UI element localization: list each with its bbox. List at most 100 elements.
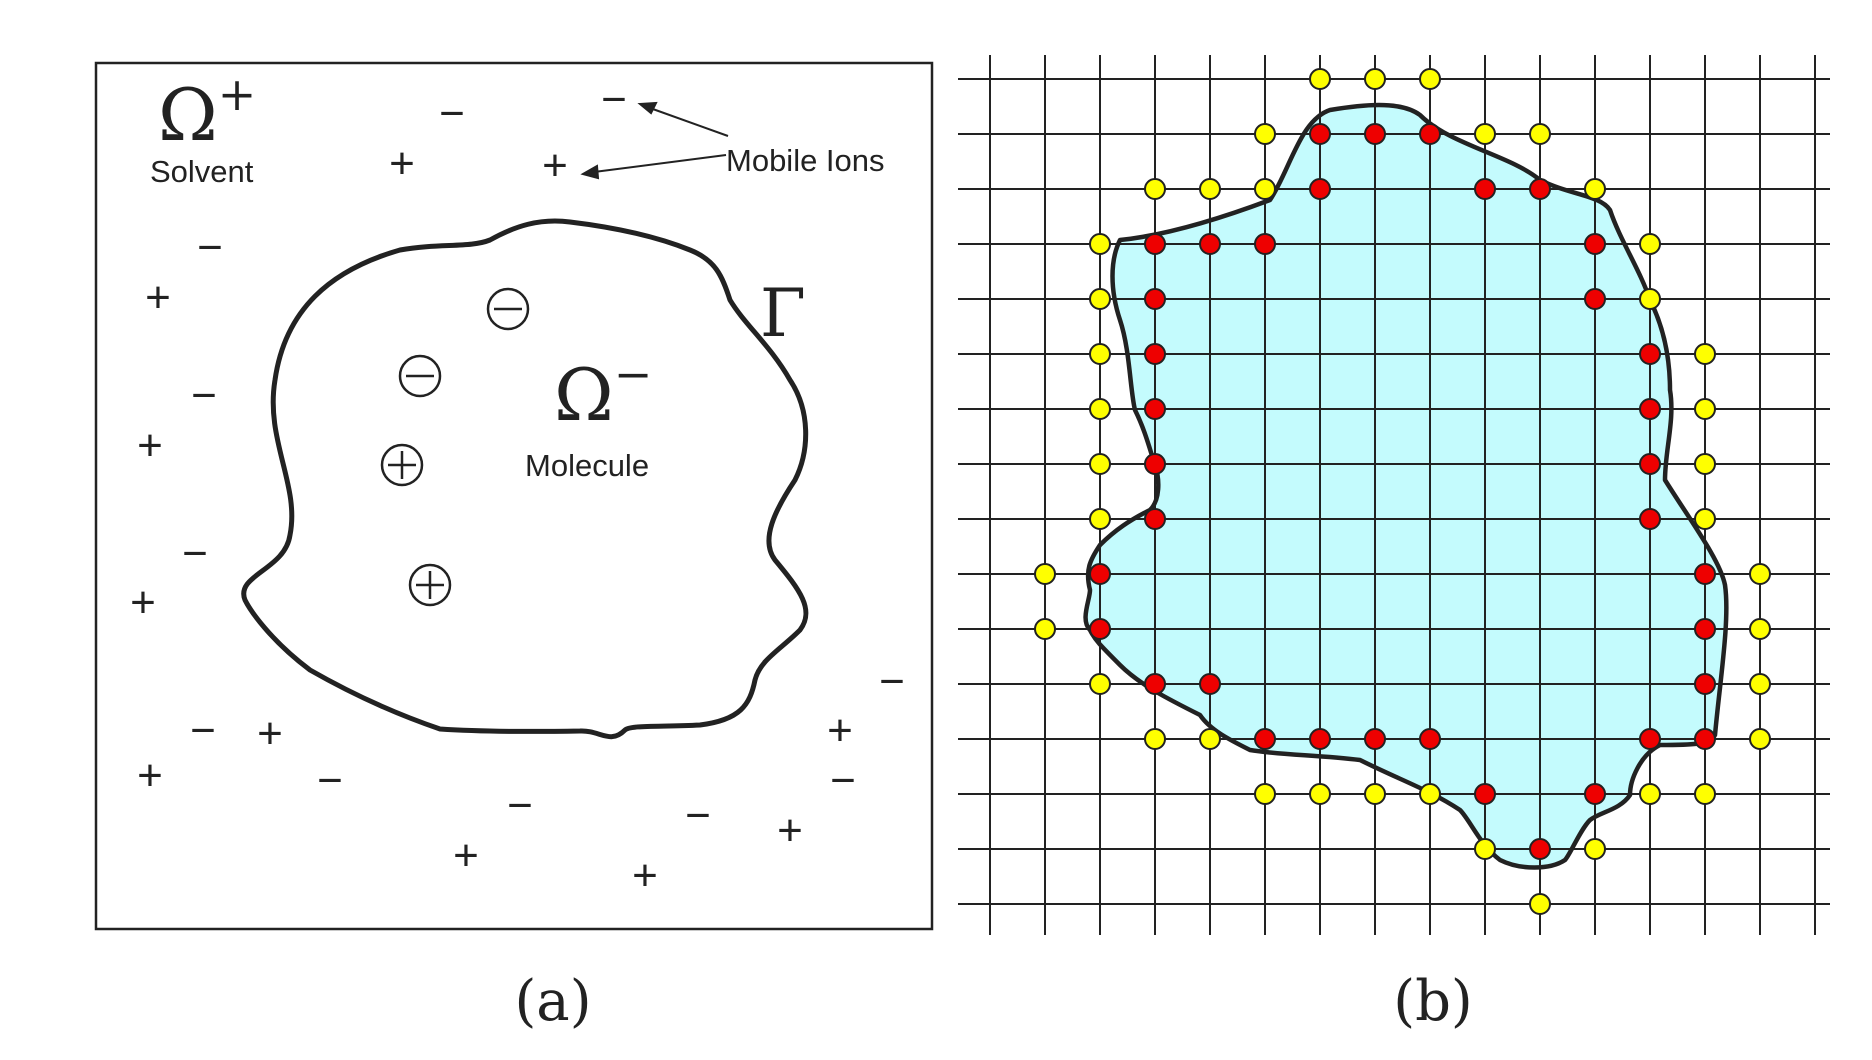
outer-irregular-point: [1474, 838, 1496, 860]
outer-irregular-point: [1419, 68, 1441, 90]
outer-irregular-point: [1529, 123, 1551, 145]
outer-irregular-point: [1089, 398, 1111, 420]
inner-irregular-point: [1144, 508, 1166, 530]
inner-irregular-point: [1309, 728, 1331, 750]
inner-irregular-point: [1089, 563, 1111, 585]
inner-irregular-point: [1639, 508, 1661, 530]
fixed-charge-negative: [486, 287, 530, 331]
outer-irregular-point: [1749, 728, 1771, 750]
inner-irregular-point: [1089, 618, 1111, 640]
outer-irregular-point: [1749, 563, 1771, 585]
solvent-domain-frame: [94, 61, 934, 931]
outer-irregular-points: [1034, 68, 1771, 915]
inner-irregular-point: [1694, 673, 1716, 695]
outer-irregular-point: [1199, 178, 1221, 200]
inner-irregular-point: [1694, 563, 1716, 585]
inner-irregular-point: [1529, 178, 1551, 200]
mobile-ion: +: [137, 421, 163, 470]
outer-irregular-point: [1584, 838, 1606, 860]
molecular-surface-gamma: [241, 218, 809, 740]
outer-irregular-point: [1694, 783, 1716, 805]
mobile-ion: +: [389, 139, 415, 188]
inner-irregular-point: [1474, 178, 1496, 200]
mobile-ion: +: [542, 141, 568, 190]
solvent-region-symbol: Ω+: [158, 67, 256, 157]
outer-irregular-point: [1254, 123, 1276, 145]
fixed-charges: [380, 287, 530, 607]
cartesian-grid: [958, 55, 1830, 935]
mobile-ion: −: [439, 89, 465, 138]
inner-irregular-point: [1144, 453, 1166, 475]
outer-irregular-point: [1749, 673, 1771, 695]
outer-irregular-point: [1144, 178, 1166, 200]
inner-irregular-point: [1144, 398, 1166, 420]
inner-irregular-point: [1144, 233, 1166, 255]
mobile-ion: +: [777, 806, 803, 855]
molecule-interior-region: [1085, 105, 1727, 868]
mobile-ion: −: [830, 756, 856, 805]
mobile-ion: −: [182, 529, 208, 578]
inner-irregular-point: [1309, 178, 1331, 200]
mobile-ion: −: [601, 75, 627, 124]
inner-irregular-point: [1199, 233, 1221, 255]
inner-irregular-point: [1419, 123, 1441, 145]
outer-irregular-point: [1694, 343, 1716, 365]
outer-irregular-point: [1144, 728, 1166, 750]
outer-irregular-point: [1694, 453, 1716, 475]
molecule-region-symbol: Ω−: [554, 347, 652, 437]
inner-irregular-point: [1584, 783, 1606, 805]
inner-irregular-point: [1254, 728, 1276, 750]
mobile-ion: −: [191, 371, 217, 420]
outer-irregular-point: [1639, 233, 1661, 255]
fixed-charge-positive: [408, 563, 452, 607]
inner-irregular-point: [1309, 123, 1331, 145]
outer-irregular-point: [1309, 68, 1331, 90]
mobile-ion: +: [632, 851, 658, 900]
outer-irregular-point: [1474, 123, 1496, 145]
outer-irregular-point: [1309, 783, 1331, 805]
outer-irregular-point: [1639, 288, 1661, 310]
outer-irregular-point: [1089, 453, 1111, 475]
mobile-ion: +: [137, 751, 163, 800]
outer-irregular-point: [1694, 398, 1716, 420]
outer-irregular-point: [1254, 783, 1276, 805]
inner-irregular-point: [1584, 288, 1606, 310]
outer-irregular-point: [1089, 673, 1111, 695]
mobile-ion: −: [197, 223, 223, 272]
outer-irregular-point: [1254, 178, 1276, 200]
outer-irregular-point: [1694, 508, 1716, 530]
fixed-charge-negative: [398, 354, 442, 398]
inner-irregular-points: [1089, 123, 1716, 860]
inner-irregular-point: [1364, 123, 1386, 145]
inner-irregular-point: [1694, 728, 1716, 750]
mobile-ions-label: Mobile Ions: [726, 143, 885, 178]
inner-irregular-point: [1144, 343, 1166, 365]
boundary-gamma-symbol: Γ: [760, 275, 806, 352]
outer-irregular-point: [1364, 783, 1386, 805]
outer-irregular-point: [1749, 618, 1771, 640]
inner-irregular-point: [1474, 783, 1496, 805]
mobile-ion: −: [190, 706, 216, 755]
panel-a-caption: (a): [514, 969, 591, 1034]
mobile-ion: +: [827, 706, 853, 755]
fixed-charge-positive: [380, 443, 424, 487]
outer-irregular-point: [1034, 563, 1056, 585]
mobile-ions: − − + + − + − + − + − + + − − − + + − + …: [130, 75, 905, 900]
mobile-ion: −: [685, 791, 711, 840]
panel-b-caption: (b): [1393, 969, 1473, 1034]
inner-irregular-point: [1694, 618, 1716, 640]
inner-irregular-point: [1144, 673, 1166, 695]
inner-irregular-point: [1419, 728, 1441, 750]
molecule-label: Molecule: [525, 448, 649, 483]
panel-a: Ω+ Solvent Ω− Molecule Γ Mobile Ions − −…: [94, 61, 934, 1034]
outer-irregular-point: [1584, 178, 1606, 200]
mobile-ion: +: [257, 709, 283, 758]
mobile-ion: −: [879, 657, 905, 706]
inner-irregular-point: [1199, 673, 1221, 695]
outer-irregular-point: [1034, 618, 1056, 640]
inner-irregular-point: [1584, 233, 1606, 255]
mobile-ion: +: [130, 578, 156, 627]
outer-irregular-point: [1419, 783, 1441, 805]
mobile-ion: −: [317, 756, 343, 805]
inner-irregular-point: [1639, 398, 1661, 420]
